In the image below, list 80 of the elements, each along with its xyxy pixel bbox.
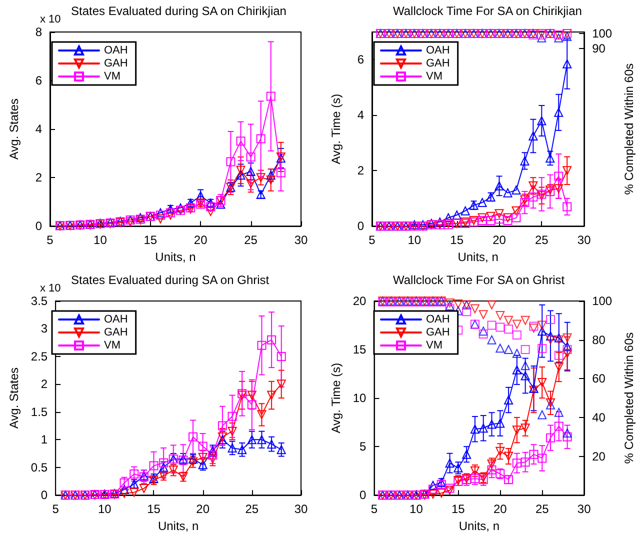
x-tick-label: 5 [370,502,378,516]
x-tick-label: 25 [535,502,550,516]
x-tick-label: 5 [52,502,60,516]
legend-label: OAH [426,44,450,56]
y-axis-title: Avg. Time (s) [329,362,343,434]
x-axis-title: Units, n [458,250,498,264]
x-tick-label: 25 [245,502,259,516]
y-tick-label: 2 [357,164,364,178]
y-tick-label: 10 [352,391,367,406]
y2-tick-label: 60 [592,372,606,386]
y2-axis-title: % Completed Within 60s [622,332,636,464]
y-tick-label: 20 [352,294,367,308]
legend-label: OAH [426,314,450,326]
y-tick-label: 0 [35,219,42,234]
legend-label: OAH [104,314,128,326]
x-tick-label: 20 [493,502,508,516]
legend-label: OAH [104,44,128,56]
y-tick-label: 2 [35,170,42,185]
y2-tick-label: 80 [592,332,606,347]
y-tick-label: 15 [352,342,367,357]
legend-label: VM [426,340,442,352]
chart-title: States Evaluated during SA on Chirikjian [71,4,286,18]
x-tick-label: 15 [147,502,161,516]
y-tick-label: 1 [40,432,48,447]
y2-tick-label: 100 [592,26,612,40]
chart-title: Wallclock Time For SA on Ghrist [393,273,566,287]
x-tick-label: 20 [194,233,208,248]
legend-label: VM [104,70,120,82]
y2-axis-title: % Completed Within 60s [622,63,636,195]
y-tick-label: 6 [357,52,364,67]
y-tick-label: 0 [360,488,367,502]
x-axis-title: Units, n [458,519,500,533]
x-axis-title: Units, n [155,250,196,264]
x-tick-label: 25 [244,233,258,248]
x-tick-label: 15 [450,233,464,248]
y-tick-label: 4 [35,122,42,136]
x-tick-label: 30 [294,233,308,248]
y-tick-label: 2.5 [30,349,48,364]
y-tick-label: 3.5 [30,294,48,308]
y-tick-label: 0.5 [30,460,48,474]
y-tick-label: 0 [40,488,48,502]
y-tick-label: 3 [40,322,48,336]
y-tick-label: 4 [357,108,364,122]
x-tick-label: 15 [452,502,466,516]
y2-tick-label: 40 [592,410,606,424]
x-tick-label: 10 [410,502,424,516]
x-tick-label: 15 [144,233,158,248]
y-axis-title: Avg. States [7,367,21,429]
x-tick-label: 10 [408,233,422,248]
y-tick-label: 0 [357,219,364,234]
legend-label: GAH [104,58,128,70]
x-tick-label: 20 [492,233,506,248]
y2-tick-label: 100 [592,294,612,308]
x-tick-label: 30 [577,502,592,516]
chart-title: States Evaluated during SA on Ghrist [71,273,270,287]
y2-tick-label: 90 [592,41,606,56]
x-tick-label: 30 [577,233,592,248]
legend-label: GAH [426,326,450,338]
text: x 10 [40,14,61,26]
legend-label: VM [426,70,442,82]
text: x 10 [40,282,61,294]
y-tick-label: 2 [40,377,48,392]
x-tick-label: 5 [368,233,376,248]
x-axis-title: Units, n [158,519,199,533]
y-axis-title: Avg. States [7,98,21,160]
x-tick-label: 10 [98,502,112,516]
chart-title: Wallclock Time For SA on Chirikjian [393,4,582,18]
x-tick-label: 30 [294,502,308,516]
y-tick-label: 1.5 [30,404,48,419]
legend-label: GAH [426,58,450,70]
y2-tick-label: 20 [592,449,606,464]
y-axis-title: Avg. Time (s) [329,94,343,164]
x-tick-label: 25 [534,233,549,248]
legend-label: GAH [104,326,128,338]
x-tick-label: 10 [94,233,108,248]
y-tick-label: 5 [360,440,367,454]
x-tick-label: 20 [196,502,210,516]
legend-label: VM [104,340,120,352]
y-tick-label: 8 [35,25,42,39]
y-tick-label: 6 [35,74,42,88]
